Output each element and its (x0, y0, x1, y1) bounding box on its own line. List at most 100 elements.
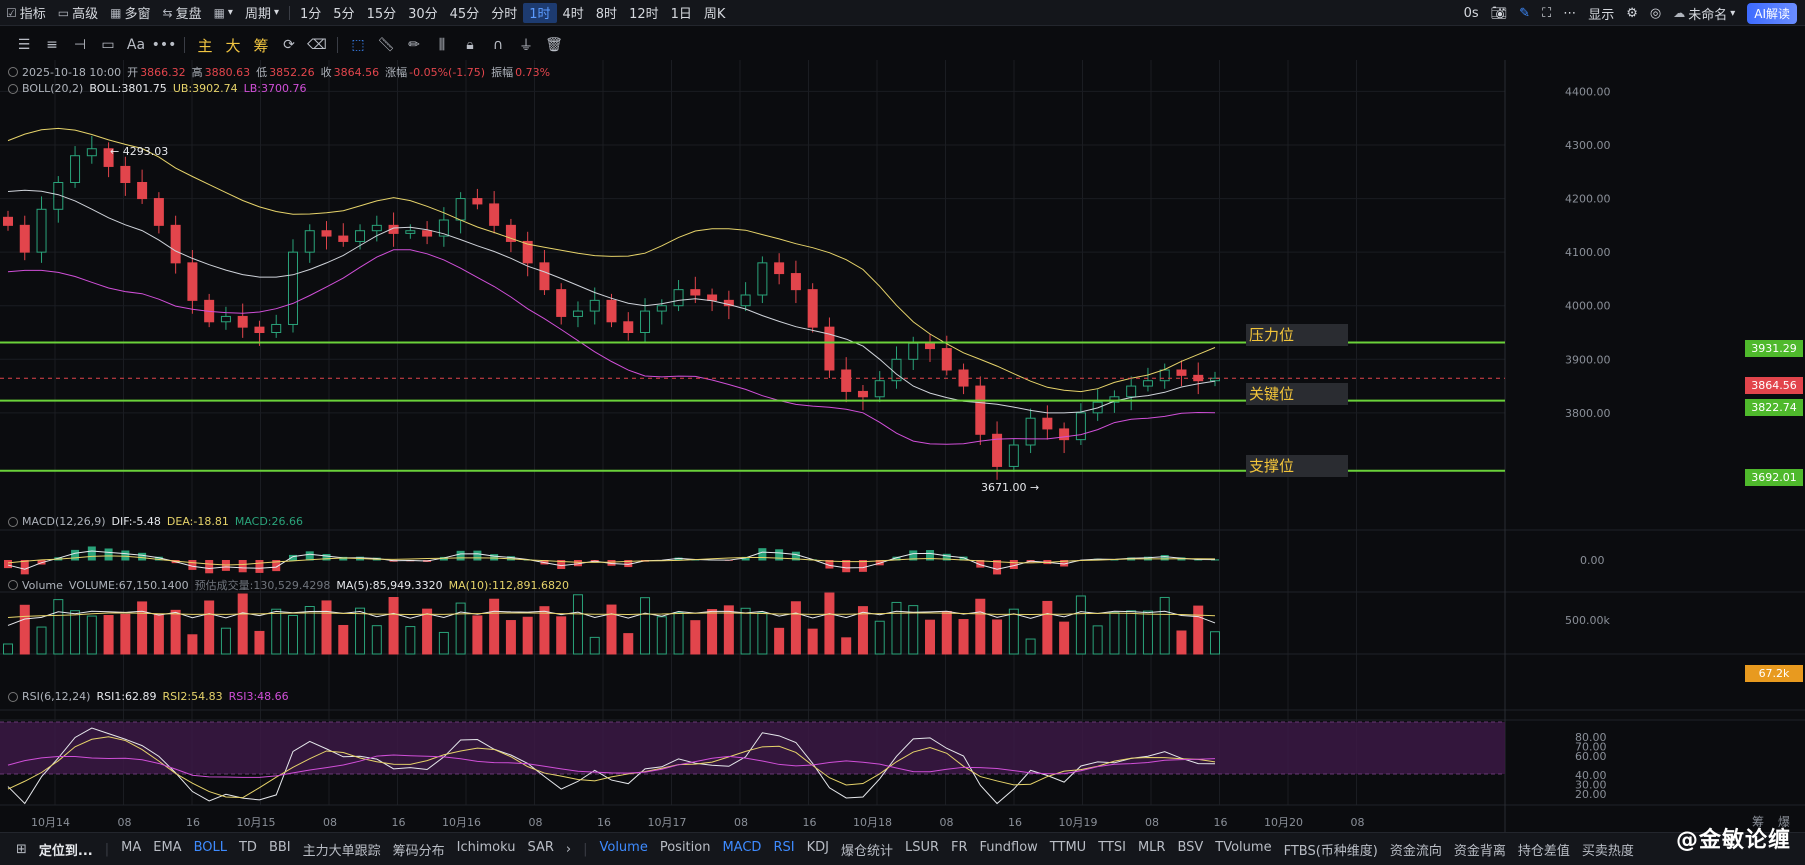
period-tab-3[interactable]: 30分 (408, 7, 438, 22)
main-indicator-4[interactable]: BBI (268, 839, 291, 855)
layout-grid-icon: ▦ (213, 5, 225, 20)
sub-indicator-18[interactable]: 买卖热度 (1581, 843, 1634, 859)
refresh-icon[interactable]: ⟳ (283, 37, 295, 53)
sub-indicator-16[interactable]: 资金背离 (1453, 843, 1506, 859)
toggle-icon[interactable] (8, 691, 18, 702)
brush-icon[interactable]: ✏ (408, 37, 420, 53)
settings-icon[interactable]: ⚙ (1626, 5, 1638, 21)
sub-indicator-17[interactable]: 持仓差值 (1517, 843, 1570, 859)
toggle-icon[interactable] (8, 83, 18, 94)
sub-indicator-4[interactable]: KDJ (806, 839, 829, 855)
display-button[interactable]: 显示 (1588, 7, 1615, 23)
top-right-controls: 0s 📷︎ ✎ ⛶ ⋯ 显示 ⚙ ◎ ☁ 未命名 ▾ AI解读 (1458, 0, 1805, 26)
filter-icon[interactable]: ⏚ (519, 38, 533, 54)
camera-icon[interactable]: 📷︎ (1490, 5, 1508, 21)
volume-bar (539, 606, 550, 655)
period-tab-2[interactable]: 15分 (366, 7, 397, 22)
rectangle-icon[interactable]: ▭ (101, 37, 115, 53)
period-tab-9[interactable]: 12时 (629, 7, 659, 22)
period-tab-11[interactable]: 周K (703, 7, 726, 22)
fullscreen-icon[interactable]: ⛶ (1542, 5, 1552, 21)
macd-bar (892, 556, 901, 561)
main-indicator-3[interactable]: TD (238, 839, 257, 855)
volume-bar (187, 634, 198, 655)
main-indicator-8[interactable]: SAR (527, 839, 554, 855)
period-tab-6[interactable]: 1时 (523, 2, 557, 23)
sub-indicator-3[interactable]: RSI (773, 839, 795, 855)
candle-body (874, 380, 885, 398)
cloud-save-button[interactable]: ☁ 未命名 ▾ (1667, 0, 1741, 26)
main-force-button[interactable]: 主 (197, 36, 213, 55)
main-indicator-1[interactable]: EMA (153, 839, 182, 855)
indicator-button[interactable]: ☑ 指标 (0, 0, 52, 26)
period-tab-5[interactable]: 分时 (491, 7, 518, 22)
rsi-overbought-band (0, 722, 1505, 774)
camera-settings-icon[interactable]: ◎ (1649, 5, 1662, 21)
sub-indicator-10[interactable]: TTSI (1098, 839, 1126, 855)
sub-indicator-12[interactable]: BSV (1177, 839, 1204, 855)
settings-sliders-icon[interactable]: ☰ (17, 37, 31, 53)
price-chart[interactable]: 4400.00 4300.00 4200.00 4100.00 4000.00 3900.… (0, 60, 1805, 832)
horizontal-lines-icon[interactable]: ≡ (46, 37, 58, 53)
eraser-icon[interactable]: ⌫ (307, 37, 327, 53)
sub-indicator-5[interactable]: 爆仓统计 (840, 843, 893, 859)
layout-button[interactable]: ▦ ▾ (208, 0, 239, 26)
chevron-right-icon[interactable]: › (565, 841, 572, 857)
candle-body (355, 230, 366, 242)
period-tab-1[interactable]: 5分 (333, 7, 355, 22)
sub-indicator-2[interactable]: MACD (722, 839, 762, 855)
rsi2-line (7, 736, 1216, 799)
sub-indicator-8[interactable]: Fundflow (979, 839, 1038, 855)
period-dropdown[interactable]: 周期 ▾ (239, 0, 285, 26)
sub-indicator-6[interactable]: LSUR (904, 839, 939, 855)
sub-indicator-9[interactable]: TTMU (1049, 839, 1087, 855)
candle-body (422, 230, 433, 237)
sub-indicator-13[interactable]: TVolume (1215, 839, 1272, 855)
toggle-icon[interactable] (8, 67, 18, 77)
sub-indicator-0[interactable]: Volume (599, 839, 648, 855)
sub-indicator-14[interactable]: FTBS(币种维度) (1283, 843, 1378, 859)
main-indicator-5[interactable]: 主力大单跟踪 (302, 843, 381, 859)
pin-icon[interactable]: ⊞ (16, 841, 27, 857)
top-toolbar: ☑ 指标 ▭ 高级 ▦ 多窗 ⇆ 复盘 ▦ ▾ 周期 ▾ 1分 5分 15分 30分 45分 分时 1时… (0, 0, 1805, 26)
replay-button[interactable]: ⇆ 复盘 (157, 0, 208, 26)
period-tab-8[interactable]: 8时 (595, 7, 618, 22)
crosshair-line-icon[interactable]: ⊣ (73, 37, 87, 53)
ruler-icon[interactable]: 📏︎ (377, 37, 395, 53)
lock-icon[interactable]: 🔒︎ (466, 37, 474, 53)
more-tools-icon[interactable]: ••• (151, 37, 177, 53)
candle-body (824, 326, 835, 371)
multi-window-button[interactable]: ▦ 多窗 (104, 0, 156, 26)
candle-pattern-icon[interactable]: ⫼ (438, 37, 446, 53)
main-indicator-7[interactable]: Ichimoku (456, 839, 516, 855)
main-indicator-6[interactable]: 筹码分布 (392, 843, 445, 859)
pro-button[interactable]: ▭ 高级 (52, 0, 104, 26)
chips-button[interactable]: 筹 (253, 36, 269, 55)
ellipsis-icon[interactable]: ⋯ (1563, 5, 1577, 21)
ai-interpret-button[interactable]: AI解读 (1747, 2, 1797, 24)
period-tab-4[interactable]: 45分 (449, 7, 480, 22)
main-indicator-0[interactable]: MA (121, 839, 142, 855)
period-tab-0[interactable]: 1分 (300, 7, 322, 22)
sub-indicator-7[interactable]: FR (951, 839, 968, 855)
text-tool[interactable]: Aa (126, 37, 146, 53)
locate-button[interactable]: 定位到... (38, 843, 93, 859)
macd-bar (322, 554, 331, 561)
big-order-button[interactable]: 大 (225, 36, 241, 55)
period-tab-7[interactable]: 4时 (562, 7, 584, 22)
magnet-icon[interactable]: ∩ (492, 37, 504, 53)
sub-indicator-11[interactable]: MLR (1137, 839, 1166, 855)
volume-bar (36, 626, 47, 655)
select-tool-icon[interactable]: ⬚ (351, 37, 365, 53)
period-tab-10[interactable]: 1日 (670, 7, 692, 22)
candle-body (790, 273, 801, 291)
main-indicator-2[interactable]: BOLL (193, 839, 227, 855)
sub-indicator-15[interactable]: 资金流向 (1389, 843, 1442, 859)
sub-indicator-1[interactable]: Position (659, 839, 711, 855)
trash-icon[interactable]: 🗑︎ (545, 37, 563, 53)
toggle-icon[interactable] (8, 516, 18, 527)
boll-mid-line (7, 189, 1216, 414)
pen-icon[interactable]: ✎ (1519, 5, 1531, 21)
resistance-level-label: 压力位 (1246, 324, 1348, 346)
toggle-icon[interactable] (8, 580, 18, 590)
